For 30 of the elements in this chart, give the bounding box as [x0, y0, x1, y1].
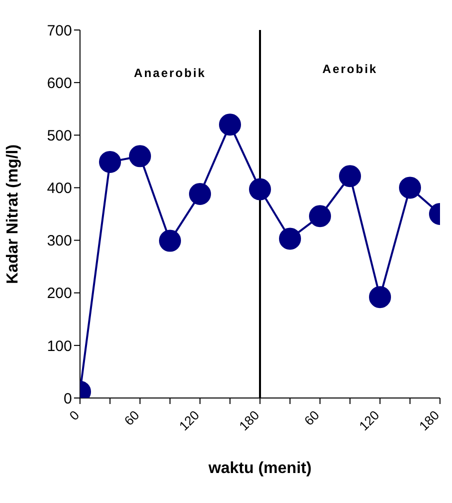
y-tick-label: 0	[64, 390, 72, 408]
y-tick-label: 600	[46, 74, 72, 92]
x-tick-label: 180	[416, 408, 442, 434]
y-axis-title: Kadar Nitrat (mg/l)	[4, 144, 22, 284]
x-tick-label: 120	[356, 408, 382, 434]
x-tick-label: 120	[176, 408, 202, 434]
point	[129, 145, 151, 168]
x-tick-label: 180	[236, 408, 262, 434]
y-tick-label: 200	[46, 285, 72, 302]
point	[219, 114, 241, 136]
point	[189, 183, 211, 206]
point	[159, 230, 181, 252]
x-axis-title: waktu (menit)	[207, 460, 312, 477]
point	[249, 178, 271, 200]
point	[279, 228, 301, 250]
point	[339, 165, 361, 188]
y-tick-label: 100	[46, 338, 72, 355]
annotation: Aerobik	[321, 62, 379, 76]
annotation: Anaerobik	[132, 66, 208, 80]
y-tick-label: 700	[46, 22, 72, 40]
x-tick-label: 60	[121, 408, 142, 428]
point	[309, 205, 331, 228]
y-tick-label: 300	[46, 232, 72, 250]
x-tick-label: 0	[66, 408, 82, 424]
x-tick-label: 60	[301, 408, 322, 428]
point	[99, 150, 121, 173]
y-tick-label: 400	[46, 180, 72, 198]
point	[369, 286, 391, 308]
y-tick-label: 500	[46, 127, 72, 144]
point	[399, 176, 421, 199]
